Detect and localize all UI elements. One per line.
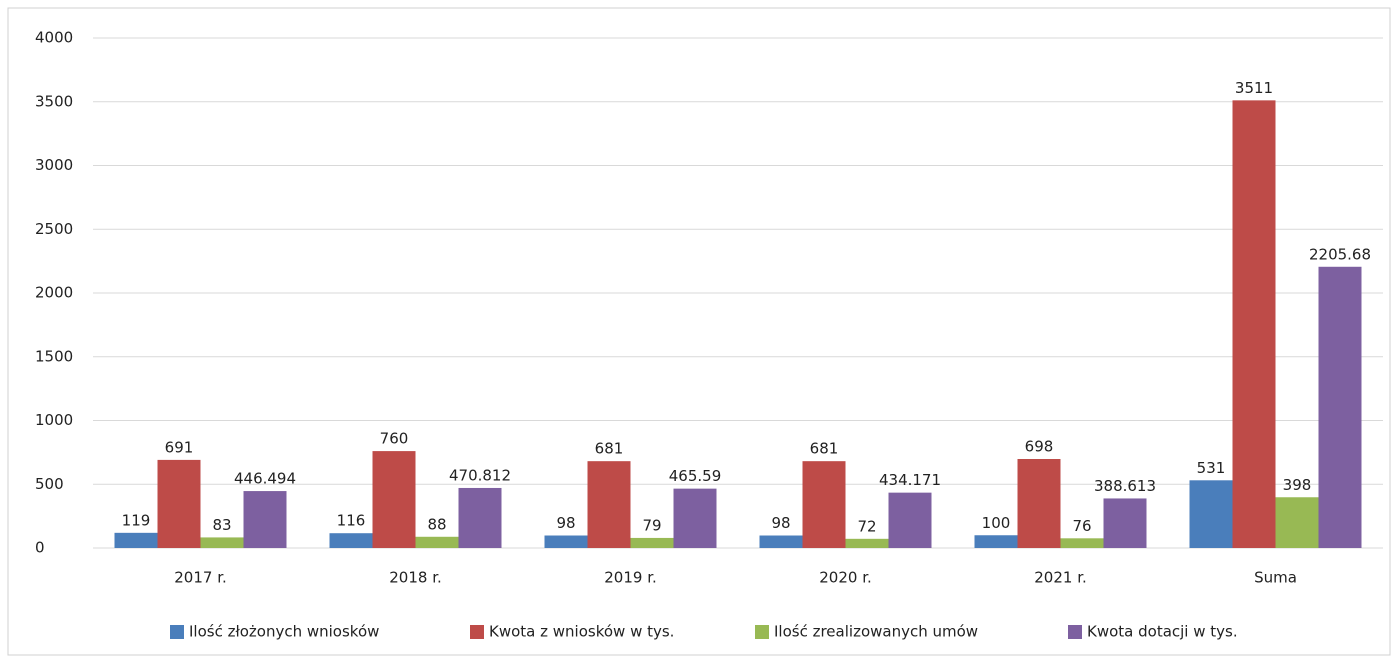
bar xyxy=(329,533,373,548)
data-label: 388.613 xyxy=(1094,477,1156,495)
y-tick-label: 500 xyxy=(35,475,64,493)
bar xyxy=(1318,266,1362,548)
bar xyxy=(458,487,502,548)
data-label: 465.59 xyxy=(669,467,722,485)
data-label: 681 xyxy=(595,440,624,458)
data-label: 691 xyxy=(165,438,194,456)
x-tick-label: 2019 r. xyxy=(604,569,657,587)
x-tick-label: 2021 r. xyxy=(1034,569,1087,587)
legend-swatch xyxy=(470,625,484,639)
x-tick-label: 2018 r. xyxy=(389,569,442,587)
data-label: 2205.68 xyxy=(1309,245,1371,263)
bar xyxy=(1017,459,1061,548)
legend-label: Ilość zrealizowanych umów xyxy=(774,623,978,641)
y-tick-label: 1000 xyxy=(35,411,73,429)
y-tick-label: 4000 xyxy=(35,29,73,47)
legend-swatch xyxy=(170,625,184,639)
data-label: 446.494 xyxy=(234,470,296,488)
bar xyxy=(243,491,287,548)
bar xyxy=(974,535,1018,548)
y-tick-label: 3000 xyxy=(35,156,73,174)
x-tick-label: Suma xyxy=(1254,569,1297,587)
bar xyxy=(1275,497,1319,548)
data-label: 434.171 xyxy=(879,471,941,489)
y-tick-label: 3500 xyxy=(35,92,73,110)
data-label: 98 xyxy=(556,514,575,532)
x-tick-label: 2017 r. xyxy=(174,569,227,587)
data-label: 116 xyxy=(337,512,366,530)
data-label: 88 xyxy=(427,515,446,533)
legend-swatch xyxy=(1068,625,1082,639)
y-tick-label: 2000 xyxy=(35,284,73,302)
bar xyxy=(415,536,459,548)
bar xyxy=(1189,480,1233,548)
legend-label: Ilość złożonych wniosków xyxy=(189,623,379,641)
legend-swatch xyxy=(755,625,769,639)
bar xyxy=(587,461,631,548)
bar xyxy=(1232,100,1276,548)
bar xyxy=(673,488,717,548)
bar xyxy=(630,537,674,548)
data-label: 98 xyxy=(771,514,790,532)
data-label: 681 xyxy=(810,440,839,458)
legend-label: Kwota z wniosków w tys. xyxy=(489,623,674,641)
bar xyxy=(759,535,803,548)
data-label: 398 xyxy=(1283,476,1312,494)
data-label: 3511 xyxy=(1235,79,1273,97)
data-label: 698 xyxy=(1025,438,1054,456)
data-label: 100 xyxy=(982,514,1011,532)
y-tick-label: 0 xyxy=(35,539,45,557)
bar xyxy=(114,532,158,548)
data-label: 79 xyxy=(642,516,661,534)
legend-label: Kwota dotacji w tys. xyxy=(1087,623,1238,641)
bar xyxy=(845,538,889,548)
y-tick-label: 2500 xyxy=(35,220,73,238)
data-label: 83 xyxy=(212,516,231,534)
data-label: 119 xyxy=(122,511,151,529)
bar xyxy=(1060,538,1104,548)
bar xyxy=(372,451,416,548)
bar xyxy=(157,459,201,548)
data-label: 72 xyxy=(857,517,876,535)
data-label: 531 xyxy=(1197,459,1226,477)
chart-border xyxy=(7,7,1391,656)
bar xyxy=(802,461,846,548)
bar xyxy=(1103,498,1147,548)
bar xyxy=(544,535,588,548)
bar xyxy=(200,537,244,548)
data-label: 76 xyxy=(1072,517,1091,535)
data-label: 470.812 xyxy=(449,466,511,484)
bar xyxy=(888,492,932,548)
y-tick-label: 1500 xyxy=(35,347,73,365)
x-tick-label: 2020 r. xyxy=(819,569,872,587)
data-label: 760 xyxy=(380,430,409,448)
